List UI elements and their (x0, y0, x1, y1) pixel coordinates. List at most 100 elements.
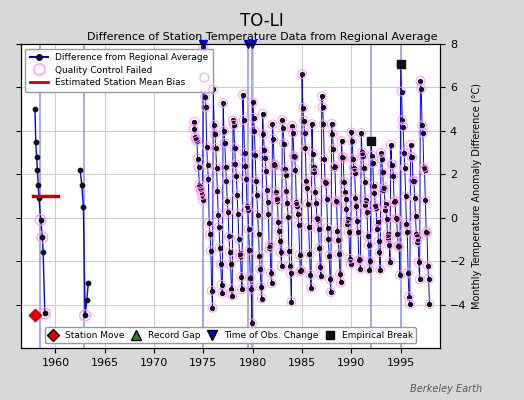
Legend: Station Move, Record Gap, Time of Obs. Change, Empirical Break: Station Move, Record Gap, Time of Obs. C… (45, 327, 416, 344)
Point (288, 123, 297, 129)
Point (31, 312, 39, 319)
Point (287, 270, 295, 277)
Point (279, 124, 287, 131)
Point (419, 130, 427, 136)
Point (331, 163, 339, 169)
Point (215, 224, 223, 230)
Point (300, 118, 308, 124)
Point (408, 154, 417, 160)
Point (291, 167, 300, 173)
Point (231, 145, 239, 151)
Point (248, 320, 256, 327)
Point (272, 195, 281, 201)
Point (199, 197, 207, 204)
Point (219, 100, 227, 106)
Point (381, 201, 390, 208)
Point (203, 162, 212, 169)
Point (247, 286, 255, 292)
Point (201, 94, 209, 100)
Point (304, 224, 313, 230)
Point (317, 272, 325, 279)
Point (220, 128, 228, 134)
Point (401, 164, 409, 171)
Point (226, 261, 235, 268)
Point (368, 152, 376, 159)
Point (328, 121, 336, 127)
Point (206, 231, 214, 238)
Point (239, 117, 248, 123)
Point (338, 153, 346, 160)
Point (349, 156, 357, 162)
Point (335, 251, 343, 257)
Point (242, 176, 250, 182)
Point (397, 88, 406, 95)
Point (384, 231, 392, 237)
Point (345, 229, 353, 236)
Point (372, 204, 380, 211)
Point (205, 220, 213, 226)
Point (322, 180, 330, 186)
Point (359, 153, 367, 160)
Point (325, 252, 333, 259)
Point (353, 218, 362, 224)
Point (333, 227, 342, 234)
Point (319, 121, 328, 128)
Point (389, 173, 398, 179)
Point (367, 138, 375, 144)
Point (397, 61, 405, 68)
Point (234, 210, 242, 217)
Point (424, 276, 433, 282)
Point (409, 178, 417, 184)
Point (217, 282, 226, 288)
Point (303, 200, 312, 207)
Point (303, 185, 311, 192)
Point (212, 165, 221, 171)
Point (221, 140, 229, 146)
Point (33, 167, 41, 173)
Point (312, 200, 320, 206)
Point (259, 131, 268, 138)
Point (251, 152, 259, 158)
Point (237, 274, 245, 280)
Point (248, 99, 257, 106)
Point (373, 226, 381, 232)
Point (326, 276, 334, 283)
Point (287, 270, 295, 277)
Point (314, 226, 323, 232)
Point (408, 154, 417, 160)
Point (371, 202, 379, 208)
Point (239, 117, 248, 123)
Point (364, 233, 372, 240)
Point (191, 134, 200, 140)
Point (336, 271, 344, 278)
Point (264, 199, 272, 206)
Point (199, 197, 207, 204)
Point (283, 200, 291, 206)
Point (249, 115, 258, 121)
Point (396, 272, 404, 278)
Point (238, 286, 246, 293)
Point (391, 198, 399, 204)
Point (224, 209, 232, 216)
Point (351, 170, 359, 176)
Point (208, 305, 216, 311)
Point (225, 249, 234, 255)
Point (380, 184, 388, 190)
Point (410, 195, 419, 201)
Point (305, 251, 314, 257)
Point (245, 226, 253, 232)
Point (303, 185, 311, 192)
Point (393, 230, 401, 237)
Point (342, 206, 351, 213)
Point (78, 182, 86, 188)
Point (76, 167, 84, 173)
Point (256, 266, 264, 272)
Point (361, 202, 369, 208)
Point (372, 204, 380, 211)
Point (285, 248, 293, 255)
Point (421, 197, 430, 204)
Point (423, 263, 432, 269)
Point (203, 162, 212, 169)
Point (297, 267, 305, 274)
Point (310, 169, 319, 176)
